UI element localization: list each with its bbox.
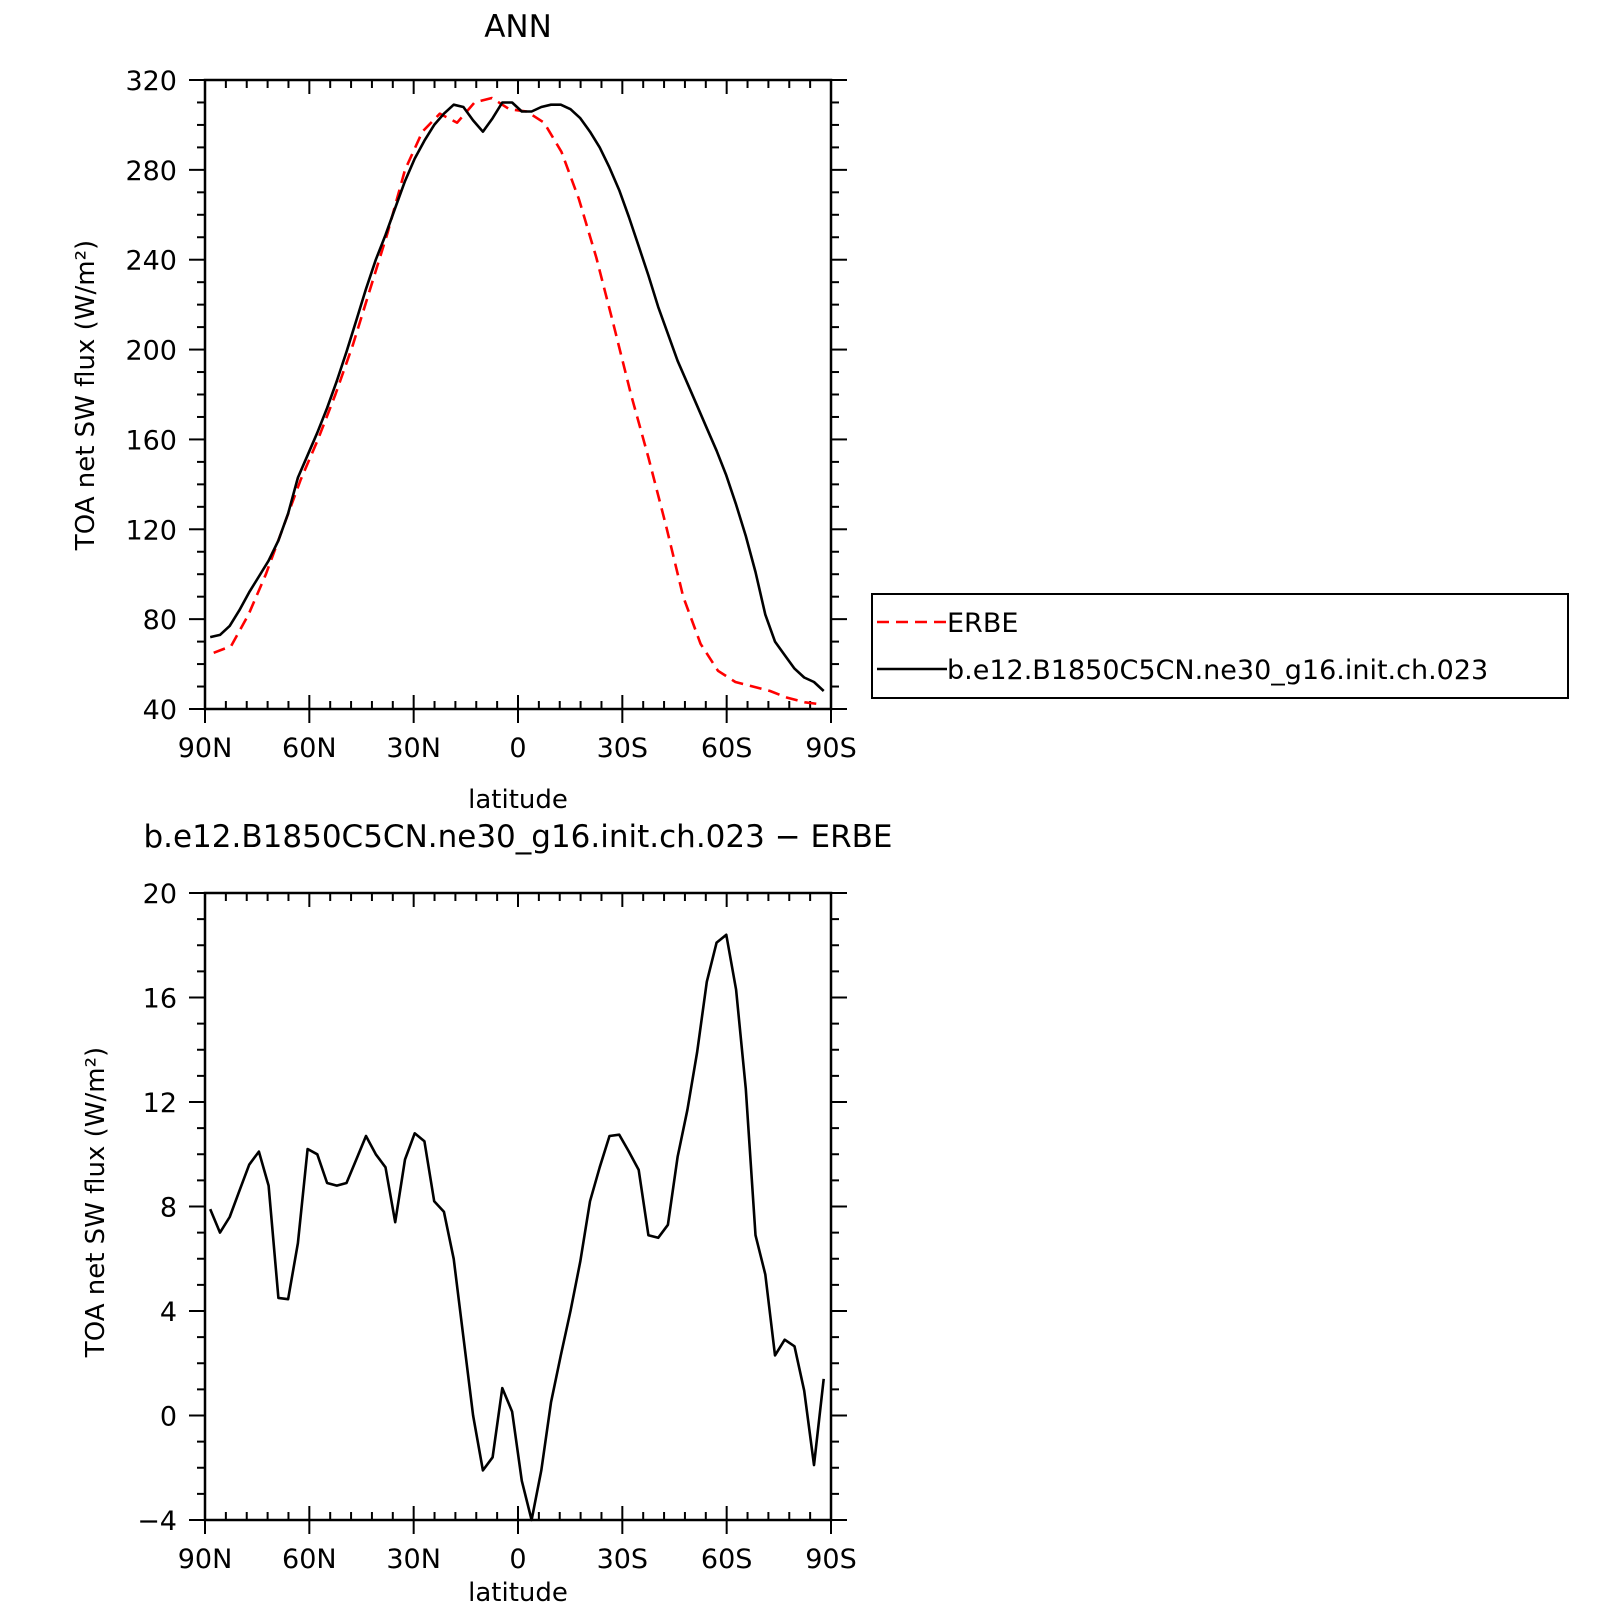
legend-label-model: b.e12.B1850C5CN.ne30_g16.init.ch.023 (947, 655, 1488, 686)
y-tick-label: 20 (143, 879, 177, 910)
x-tick-label: 60S (701, 1544, 753, 1575)
x-tick-label: 30N (386, 733, 441, 764)
y-tick-label: 120 (125, 515, 177, 546)
y-tick-label: 12 (143, 1088, 177, 1119)
chart-bottom-frame (203, 891, 833, 1522)
chart-bottom-title: b.e12.B1850C5CN.ne30_g16.init.ch.023 − E… (143, 819, 892, 855)
x-tick-label: 30S (597, 733, 649, 764)
x-tick-label: 0 (509, 1544, 526, 1575)
chart-top-title: ANN (484, 9, 552, 45)
chart-top-ticks: 90N 60N 30N 0 30S 60S 90S 40 80 120 160 200 240 280 32… (125, 66, 856, 764)
y-tick-label: 160 (125, 425, 177, 456)
y-tick-label: 200 (125, 336, 177, 367)
x-tick-label: 30S (597, 1544, 649, 1575)
x-tick-label: 60N (282, 1544, 337, 1575)
y-tick-label: 0 (160, 1402, 177, 1433)
x-tick-label: 0 (509, 733, 526, 764)
legend-label-erbe: ERBE (947, 608, 1018, 639)
chart-top-y-axis-label: TOA net SW flux (W/m²) (71, 240, 101, 551)
y-tick-label: −4 (137, 1506, 177, 1537)
chart-bottom: b.e12.B1850C5CN.ne30_g16.init.ch.023 − E… (81, 819, 893, 1608)
legend: ERBE b.e12.B1850C5CN.ne30_g16.init.ch.02… (871, 593, 1569, 699)
chart-top-series-line-0 (213, 96, 823, 706)
chart-top: ANN TOA net SW flux (W/m²) latitude 90N 6… (71, 9, 857, 815)
y-tick-label: 280 (125, 156, 177, 187)
chart-bottom-ticks: 90N 60N 30N 0 30S 60S 90S −4 0 4 8 12 16 20 (137, 879, 857, 1575)
chart-bottom-y-axis-label: TOA net SW flux (W/m²) (81, 1047, 111, 1358)
x-tick-label: 90S (805, 733, 857, 764)
x-tick-label: 30N (386, 1544, 441, 1575)
y-tick-label: 80 (143, 605, 177, 636)
chart-top-frame (203, 78, 833, 711)
y-tick-label: 240 (125, 246, 177, 277)
chart-top-series (209, 96, 825, 706)
y-tick-label: 16 (143, 984, 177, 1015)
y-tick-label: 8 (160, 1193, 177, 1224)
y-tick-label: 40 (143, 695, 177, 726)
y-tick-label: 320 (125, 66, 177, 97)
legend-box (871, 593, 1569, 699)
x-tick-label: 60N (282, 733, 337, 764)
x-tick-label: 90S (805, 1544, 857, 1575)
chart-bottom-series-line-0 (209, 933, 825, 1522)
chart-top-x-axis-label: latitude (468, 785, 568, 815)
x-tick-label: 90N (178, 733, 233, 764)
x-tick-label: 60S (701, 733, 753, 764)
chart-bottom-x-axis-label: latitude (468, 1578, 568, 1608)
y-tick-label: 4 (160, 1297, 177, 1328)
chart-top-series-line-1 (209, 101, 825, 692)
chart-bottom-series (209, 933, 825, 1522)
x-tick-label: 90N (178, 1544, 233, 1575)
